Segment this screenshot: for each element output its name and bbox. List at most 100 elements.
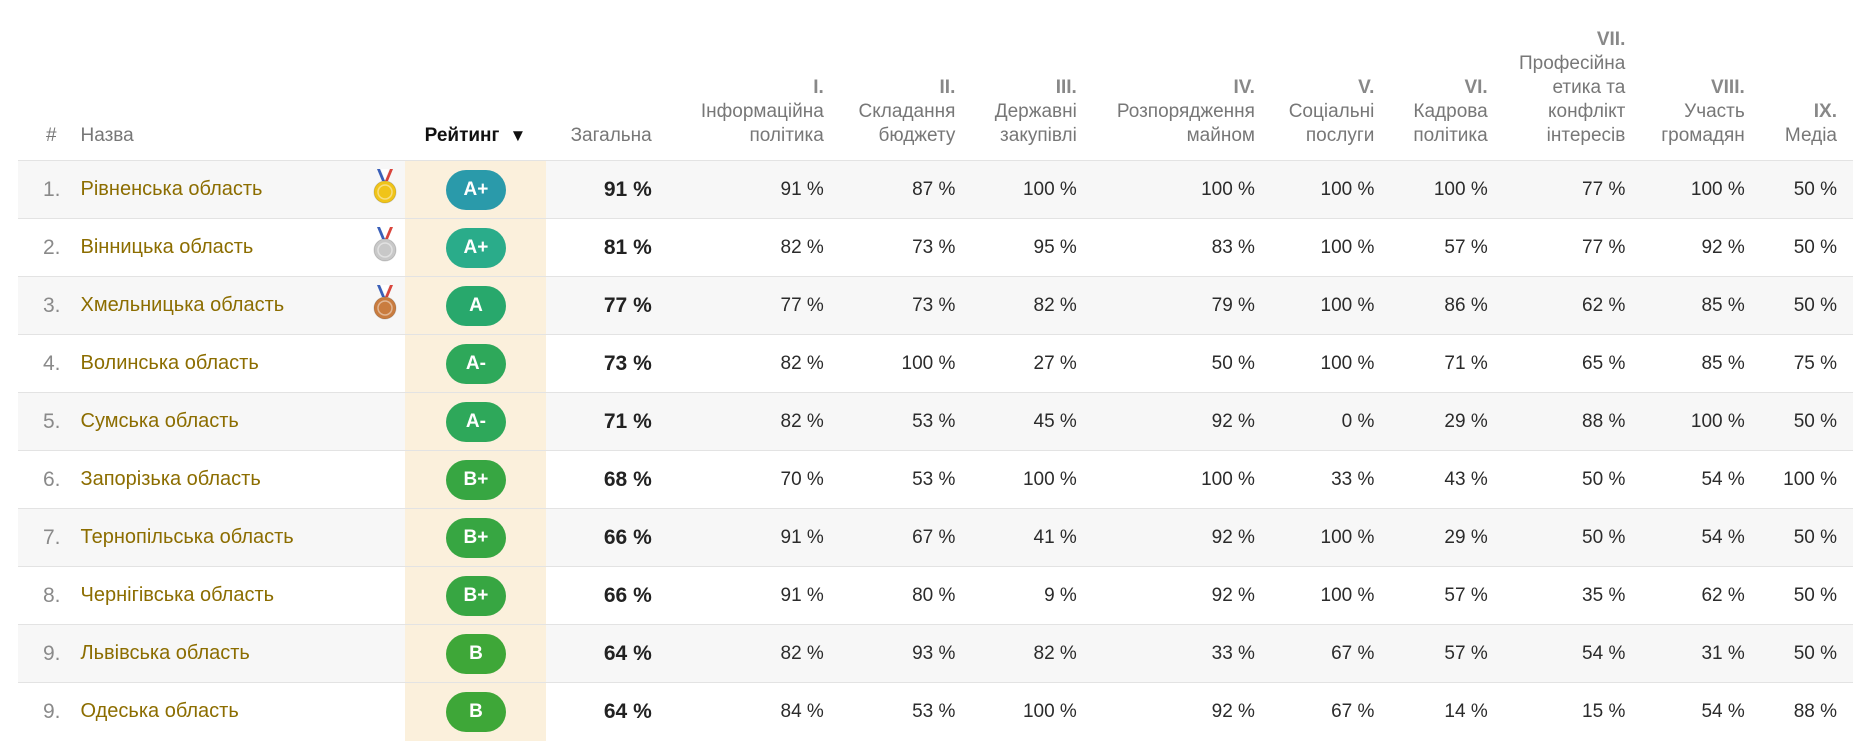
category-score-cell: 100 % bbox=[1320, 294, 1375, 316]
table-row[interactable]: 9. Львівська область B 64 % 82 % 93 % 82 % 33 %… bbox=[18, 624, 1853, 683]
column-header-total[interactable]: Загальна bbox=[546, 0, 667, 161]
category-number: I. bbox=[813, 77, 824, 98]
name-label: Назва bbox=[80, 125, 134, 146]
region-name-link[interactable]: Чернігівська область bbox=[80, 584, 275, 606]
bronze-medal-icon bbox=[371, 284, 399, 327]
column-header-cat-9[interactable]: IX. Медіа bbox=[1761, 0, 1853, 161]
table-row[interactable]: 3. Хмельницька область A 77 % 77 % 73 % 82 % 79… bbox=[18, 276, 1853, 335]
sort-desc-icon[interactable]: ▼ bbox=[509, 126, 527, 145]
table-row[interactable]: 9. Одеська область B 64 % 84 % 53 % 100 % 92 % 6… bbox=[18, 682, 1853, 741]
region-name-link[interactable]: Одеська область bbox=[80, 700, 239, 723]
table-row[interactable]: 6. Запорізька область B+ 68 % 70 % 53 % 100 % 1… bbox=[18, 450, 1853, 509]
category-score-cell: 54 % bbox=[1701, 526, 1745, 548]
category-score-cell: 35 % bbox=[1582, 584, 1626, 606]
rating-cell: A+ bbox=[404, 218, 547, 277]
category-score-cell: 53 % bbox=[912, 410, 956, 432]
region-name-link[interactable]: Рівненська область bbox=[80, 178, 263, 200]
category-score-cell: 87 % bbox=[912, 178, 956, 200]
grade-badge: A+ bbox=[445, 227, 506, 268]
total-score-cell: 81 % bbox=[603, 235, 652, 259]
column-header-name[interactable]: Назва bbox=[61, 0, 365, 161]
category-score-cell: 92 % bbox=[1211, 526, 1255, 548]
category-title-line: послуги bbox=[1305, 125, 1375, 146]
rank-cell: 2. bbox=[42, 235, 61, 259]
rating-table: # Назва Рейтинг ▼ Загальна I. Інформаційна… bbox=[18, 0, 1853, 741]
category-score-cell: 92 % bbox=[1211, 410, 1255, 432]
category-score-cell: 57 % bbox=[1444, 236, 1488, 258]
grade-badge: A bbox=[445, 285, 506, 326]
column-header-cat-4[interactable]: IV. Розпорядження майном bbox=[1093, 0, 1271, 161]
total-score-cell: 66 % bbox=[603, 583, 652, 607]
column-header-cat-8[interactable]: VIII. Участь громадян bbox=[1641, 0, 1760, 161]
table-row[interactable]: 7. Тернопільська область B+ 66 % 91 % 67 % 41 … bbox=[18, 508, 1853, 567]
category-score-cell: 33 % bbox=[1211, 642, 1255, 664]
category-title-line: Складання bbox=[858, 101, 956, 122]
table-row[interactable]: 5. Сумська область A- 71 % 82 % 53 % 45 % 92 % 0… bbox=[18, 392, 1853, 451]
region-name-link[interactable]: Волинська область bbox=[80, 352, 259, 374]
category-score-cell: 67 % bbox=[912, 526, 956, 548]
category-title-line: Розпорядження bbox=[1116, 101, 1255, 122]
column-header-medal bbox=[364, 0, 404, 161]
category-score-cell: 45 % bbox=[1033, 410, 1077, 432]
medal-cell bbox=[364, 393, 404, 451]
region-name-link[interactable]: Сумська область bbox=[80, 410, 239, 432]
column-header-rating[interactable]: Рейтинг ▼ bbox=[404, 0, 547, 161]
medal-cell bbox=[364, 625, 404, 683]
table-row[interactable]: 8. Чернігівська область B+ 66 % 91 % 80 % 9 % 9… bbox=[18, 566, 1853, 625]
region-name-link[interactable]: Хмельницька область bbox=[80, 294, 285, 316]
category-title-line: Медіа bbox=[1784, 125, 1837, 146]
category-score-cell: 100 % bbox=[1022, 700, 1077, 722]
category-score-cell: 100 % bbox=[1320, 584, 1375, 606]
column-header-cat-3[interactable]: III. Державні закупівлі bbox=[971, 0, 1092, 161]
rating-table-container: # Назва Рейтинг ▼ Загальна I. Інформаційна… bbox=[18, 29, 1853, 741]
category-score-cell: 79 % bbox=[1211, 294, 1255, 316]
category-number: II. bbox=[939, 77, 956, 98]
category-title-line: Професійна bbox=[1518, 53, 1626, 74]
category-score-cell: 77 % bbox=[780, 294, 824, 316]
rank-cell: 6. bbox=[42, 467, 61, 491]
grade-badge: B+ bbox=[445, 459, 506, 500]
total-score-cell: 64 % bbox=[603, 641, 652, 665]
total-score-cell: 64 % bbox=[603, 699, 652, 723]
column-header-cat-1[interactable]: I. Інформаційна політика bbox=[668, 0, 840, 161]
total-label: Загальна bbox=[570, 125, 652, 146]
category-score-cell: 57 % bbox=[1444, 642, 1488, 664]
category-score-cell: 82 % bbox=[1033, 294, 1077, 316]
rank-cell: 9. bbox=[42, 641, 61, 665]
rank-cell: 5. bbox=[42, 409, 61, 433]
category-title-line: громадян bbox=[1661, 125, 1745, 146]
rank-cell: 8. bbox=[42, 583, 61, 607]
table-row[interactable]: 2. Вінницька область A+ 81 % 82 % 73 % 95 % 83 … bbox=[18, 218, 1853, 277]
category-score-cell: 15 % bbox=[1582, 700, 1626, 722]
category-score-cell: 82 % bbox=[780, 236, 824, 258]
region-name-link[interactable]: Тернопільська область bbox=[80, 526, 294, 548]
column-header-cat-2[interactable]: II. Складання бюджету bbox=[840, 0, 972, 161]
category-score-cell: 88 % bbox=[1582, 410, 1626, 432]
table-row[interactable]: 1. Рівненська область A+ 91 % 91 % 87 % 100 % 1… bbox=[18, 160, 1853, 219]
category-title-line: бюджету bbox=[878, 125, 956, 146]
category-score-cell: 100 % bbox=[1690, 178, 1745, 200]
category-score-cell: 50 % bbox=[1793, 178, 1837, 200]
grade-badge: B bbox=[445, 691, 506, 732]
category-score-cell: 77 % bbox=[1582, 236, 1626, 258]
region-name-link[interactable]: Запорізька область bbox=[80, 468, 261, 490]
category-title-line: політика bbox=[1413, 125, 1488, 146]
category-score-cell: 82 % bbox=[780, 642, 824, 664]
category-score-cell: 100 % bbox=[1320, 236, 1375, 258]
region-name-link[interactable]: Вінницька область bbox=[80, 236, 254, 258]
category-score-cell: 92 % bbox=[1211, 700, 1255, 722]
category-score-cell: 85 % bbox=[1701, 352, 1745, 374]
column-header-cat-6[interactable]: VI. Кадрова політика bbox=[1390, 0, 1503, 161]
rating-cell: A- bbox=[404, 334, 547, 393]
category-score-cell: 93 % bbox=[912, 642, 956, 664]
column-header-hash: # bbox=[18, 0, 61, 161]
category-score-cell: 31 % bbox=[1701, 642, 1745, 664]
category-score-cell: 100 % bbox=[1320, 526, 1375, 548]
region-name-link[interactable]: Львівська область bbox=[80, 642, 250, 664]
table-row[interactable]: 4. Волинська область A- 73 % 82 % 100 % 27 % 50… bbox=[18, 334, 1853, 393]
category-number: VII. bbox=[1596, 29, 1626, 50]
category-score-cell: 75 % bbox=[1793, 352, 1837, 374]
medal-cell bbox=[364, 567, 404, 625]
column-header-cat-7[interactable]: VII. Професійна етика та конфлікт інтересів bbox=[1504, 0, 1642, 161]
column-header-cat-5[interactable]: V. Соціальні послуги bbox=[1271, 0, 1390, 161]
